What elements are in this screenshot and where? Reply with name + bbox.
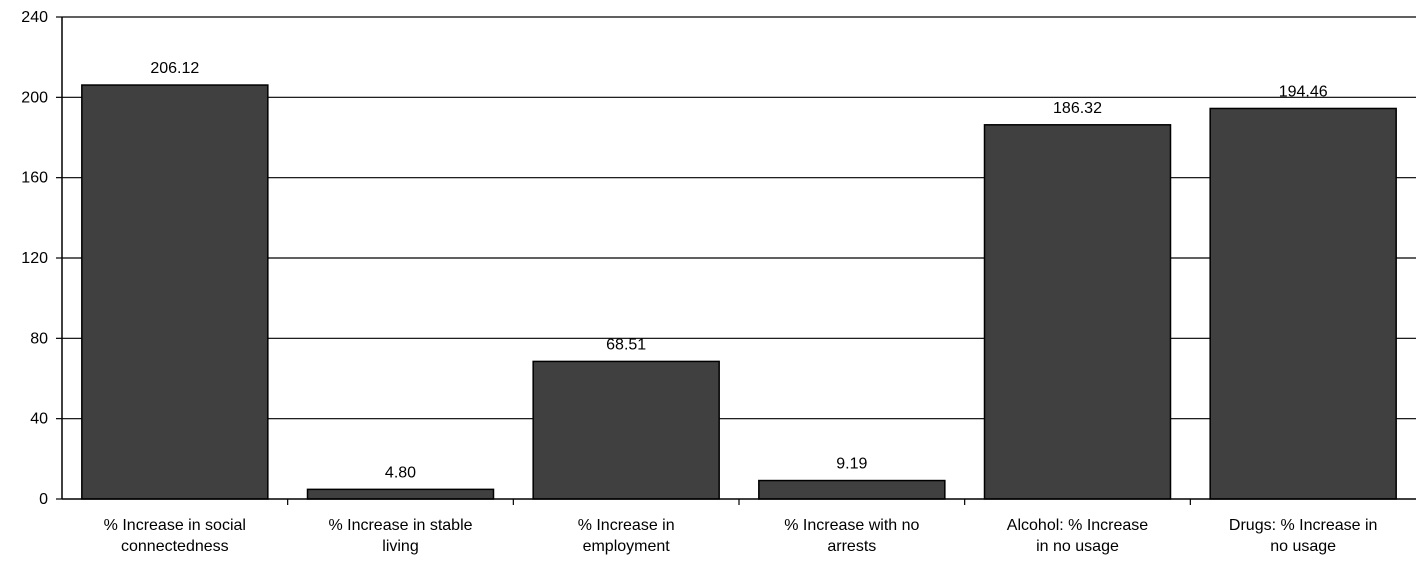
bar [81,84,269,500]
x-category-label: arrests [827,538,876,555]
y-tick-label: 240 [21,9,48,26]
x-category-label: connectedness [121,538,229,555]
data-label: 9.19 [836,456,867,473]
x-category-label: in no usage [1036,538,1119,555]
x-category-label: Alcohol: % Increase [1007,517,1149,534]
x-category-label: % Increase in social [104,517,246,534]
data-label: 194.46 [1279,83,1328,100]
x-category-label: % Increase in [578,517,675,534]
bar [1209,107,1397,500]
x-category-label: Drugs: % Increase in [1229,517,1378,534]
gridlines [62,16,1416,420]
bar [532,360,720,500]
data-label: 206.12 [150,60,199,77]
x-category-label: employment [583,538,671,555]
y-tick-labels: 0 40 80 120 160 200 240 [21,9,1191,508]
y-tick-label: 200 [21,89,48,106]
y-tick-label: 120 [21,250,48,267]
bar [306,488,495,500]
x-category-label: % Increase in stable [328,517,472,534]
y-tick-label: 0 [39,491,48,508]
data-label: 186.32 [1053,100,1102,117]
bar [758,479,946,500]
bar [983,124,1172,500]
bars [81,84,1397,500]
x-category-label: no usage [1270,538,1336,555]
y-tick-label: 80 [30,330,48,347]
data-label: 68.51 [606,336,646,353]
x-category-label: living [382,538,418,555]
y-tick-label: 40 [30,411,48,428]
data-labels: 206.12 4.80 68.51 9.19 186.32 194.46 [150,60,1327,481]
data-label: 4.80 [385,464,416,481]
x-category-label: % Increase with no [784,517,919,534]
x-category-labels: % Increase in social connectedness % Incre… [104,517,1378,555]
y-tick-label: 160 [21,170,48,187]
